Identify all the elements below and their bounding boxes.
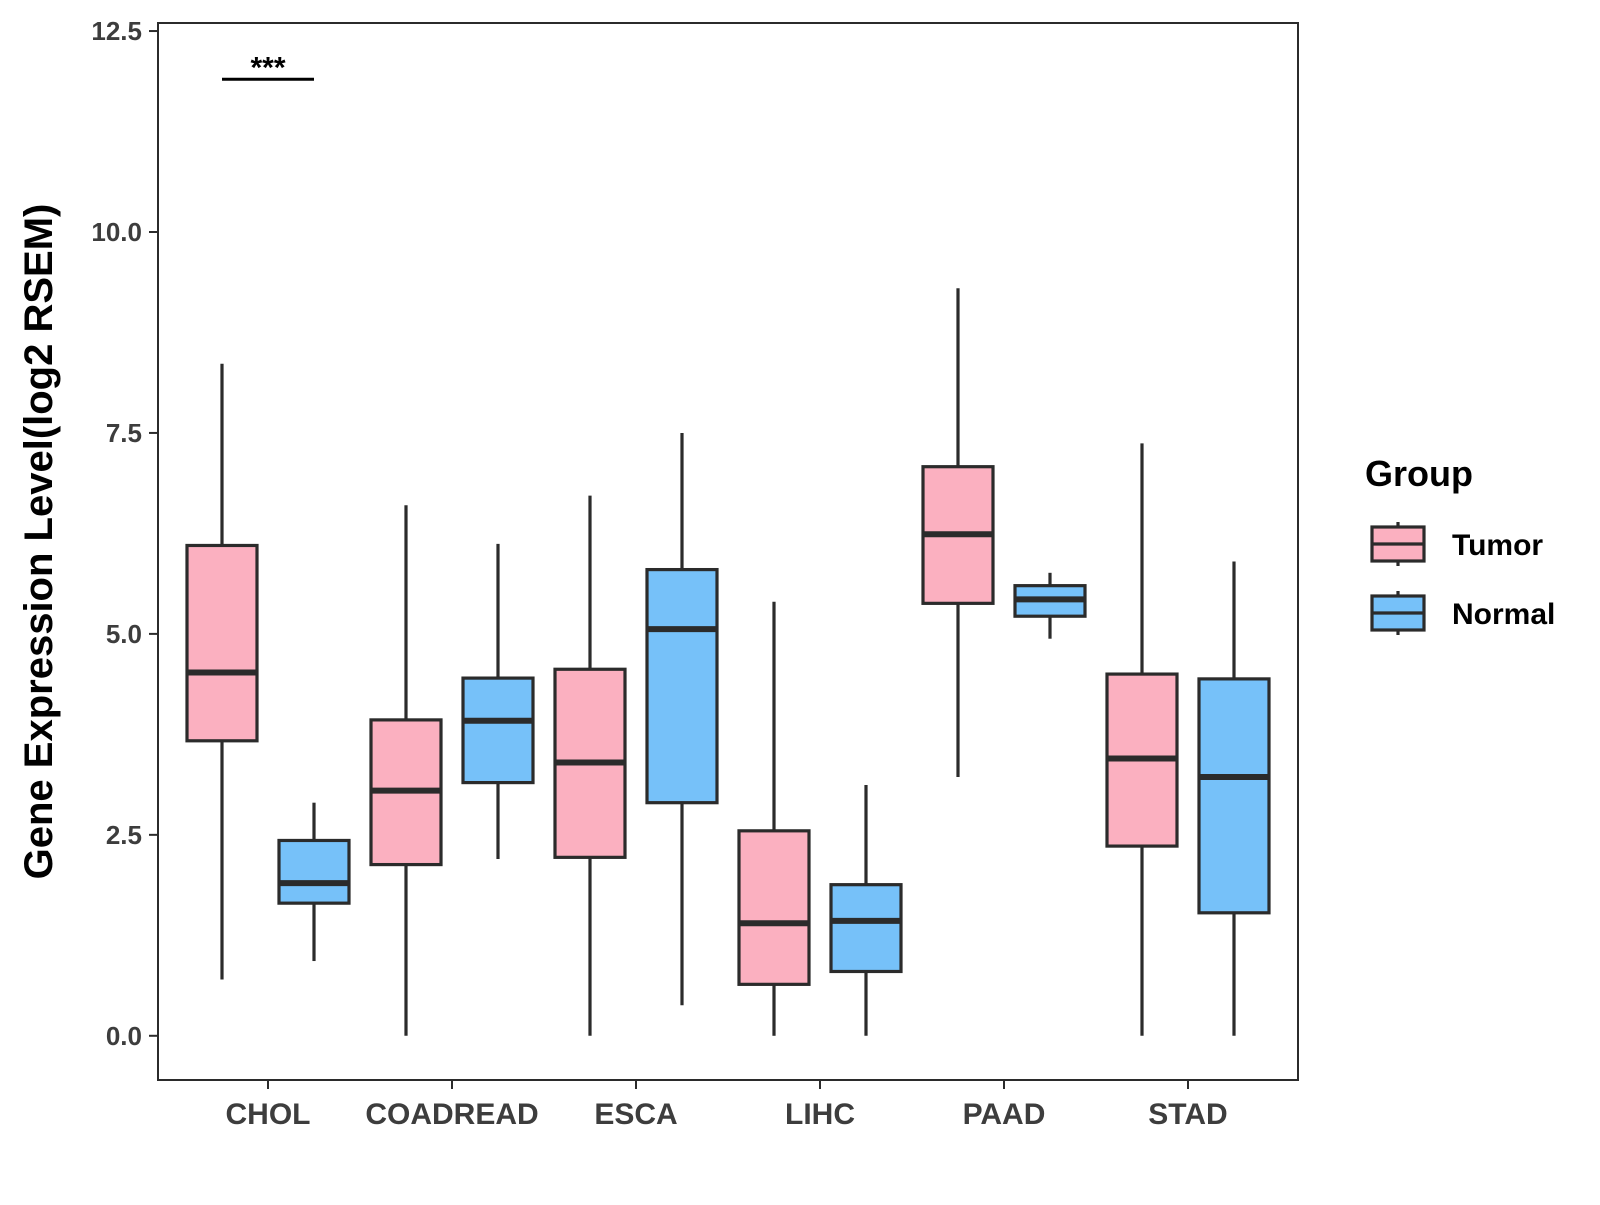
box-iqr xyxy=(1197,677,1271,915)
box-iqr xyxy=(829,883,903,974)
box-normal-paad xyxy=(1013,572,1087,639)
box-normal-stad xyxy=(1197,561,1271,1036)
box-iqr xyxy=(277,838,351,905)
x-tick-label-paad: PAAD xyxy=(963,1098,1046,1131)
box-tumor-paad xyxy=(921,288,995,777)
box-normal-coadread xyxy=(461,543,535,859)
y-tick-label: 12.5 xyxy=(91,16,142,46)
box-iqr xyxy=(645,567,719,805)
box-normal-esca xyxy=(645,432,719,1006)
box-tumor-chol xyxy=(185,363,259,980)
legend-label: Tumor xyxy=(1452,529,1543,562)
box-iqr xyxy=(737,829,811,986)
box-iqr xyxy=(185,543,259,743)
boxes-layer xyxy=(185,288,1271,1036)
legend: Group Tumor Normal xyxy=(1365,453,1555,635)
box-normal-chol xyxy=(277,802,351,962)
y-axis: 0.0 2.5 5.0 7.5 10.0 12.5 xyxy=(91,16,158,1051)
y-tick-label: 7.5 xyxy=(106,418,142,448)
box-tumor-esca xyxy=(553,495,627,1036)
x-tick-label-lihc: LIHC xyxy=(785,1098,855,1131)
y-tick-label: 2.5 xyxy=(106,820,142,850)
y-tick-label: 10.0 xyxy=(91,217,142,247)
legend-item-tumor: Tumor xyxy=(1370,522,1543,566)
box-normal-lihc xyxy=(829,785,903,1036)
y-tick-label: 0.0 xyxy=(106,1021,142,1051)
y-tick-label: 5.0 xyxy=(106,619,142,649)
x-tick-label-coadread: COADREAD xyxy=(365,1098,538,1131)
x-tick-label-esca: ESCA xyxy=(594,1098,677,1131)
box-tumor-lihc xyxy=(737,601,811,1036)
legend-label: Normal xyxy=(1452,598,1555,631)
box-tumor-coadread xyxy=(369,505,443,1036)
x-tick-label-chol: CHOL xyxy=(226,1098,311,1131)
x-tick-label-stad: STAD xyxy=(1148,1098,1227,1131)
legend-title: Group xyxy=(1365,453,1473,494)
plot-panel-border xyxy=(157,22,1299,1081)
x-axis: CHOL COADREAD ESCA LIHC PAAD STAD xyxy=(226,1080,1228,1131)
box-iqr xyxy=(461,676,535,785)
y-axis-title: Gene Expression Level(log2 RSEM) xyxy=(17,204,61,880)
significance-label: *** xyxy=(250,51,285,84)
legend-item-normal: Normal xyxy=(1370,591,1555,635)
annotations-layer: *** xyxy=(222,51,314,84)
box-tumor-stad xyxy=(1105,443,1179,1036)
